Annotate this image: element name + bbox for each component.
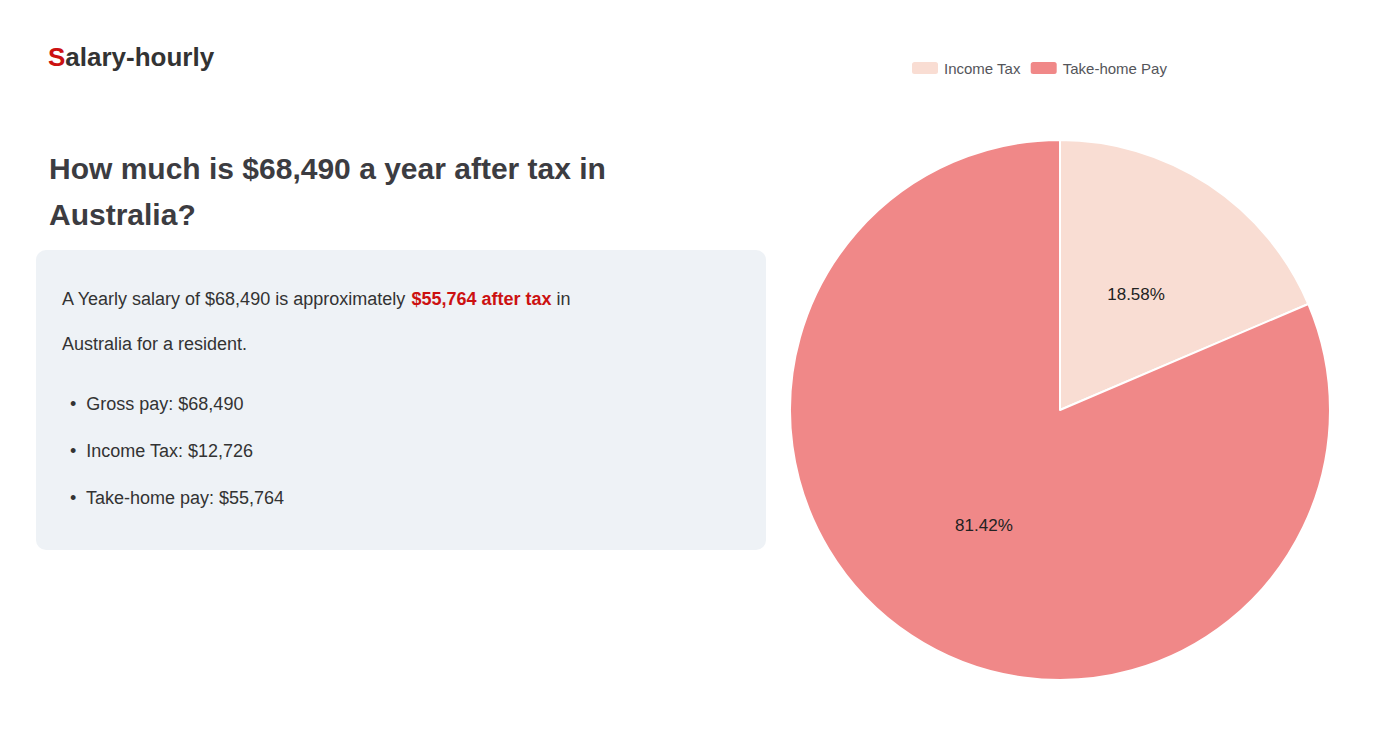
svg-text:Income Tax: Income Tax xyxy=(944,60,1021,77)
svg-text:Australia?: Australia? xyxy=(49,198,196,231)
svg-text:• Take-home pay: $55,764: • Take-home pay: $55,764 xyxy=(70,488,284,508)
svg-text:$55,764 after tax: $55,764 after tax xyxy=(412,289,552,309)
svg-text:A Yearly salary of $68,490 is: A Yearly salary of $68,490 is approximat… xyxy=(62,289,410,309)
svg-text:How much is $68,490 a year aft: How much is $68,490 a year after tax in xyxy=(49,152,606,185)
svg-text:alary-hourly: alary-hourly xyxy=(65,42,214,72)
svg-text:Take-home Pay: Take-home Pay xyxy=(1063,60,1168,77)
svg-text:• Income Tax: $12,726: • Income Tax: $12,726 xyxy=(70,441,253,461)
svg-text:• Gross pay: $68,490: • Gross pay: $68,490 xyxy=(70,394,243,414)
svg-text:in: in xyxy=(552,289,571,309)
svg-text:81.42%: 81.42% xyxy=(955,516,1013,535)
svg-text:Australia for a resident.: Australia for a resident. xyxy=(62,334,247,354)
svg-text:S: S xyxy=(48,42,65,72)
svg-text:18.58%: 18.58% xyxy=(1107,285,1165,304)
